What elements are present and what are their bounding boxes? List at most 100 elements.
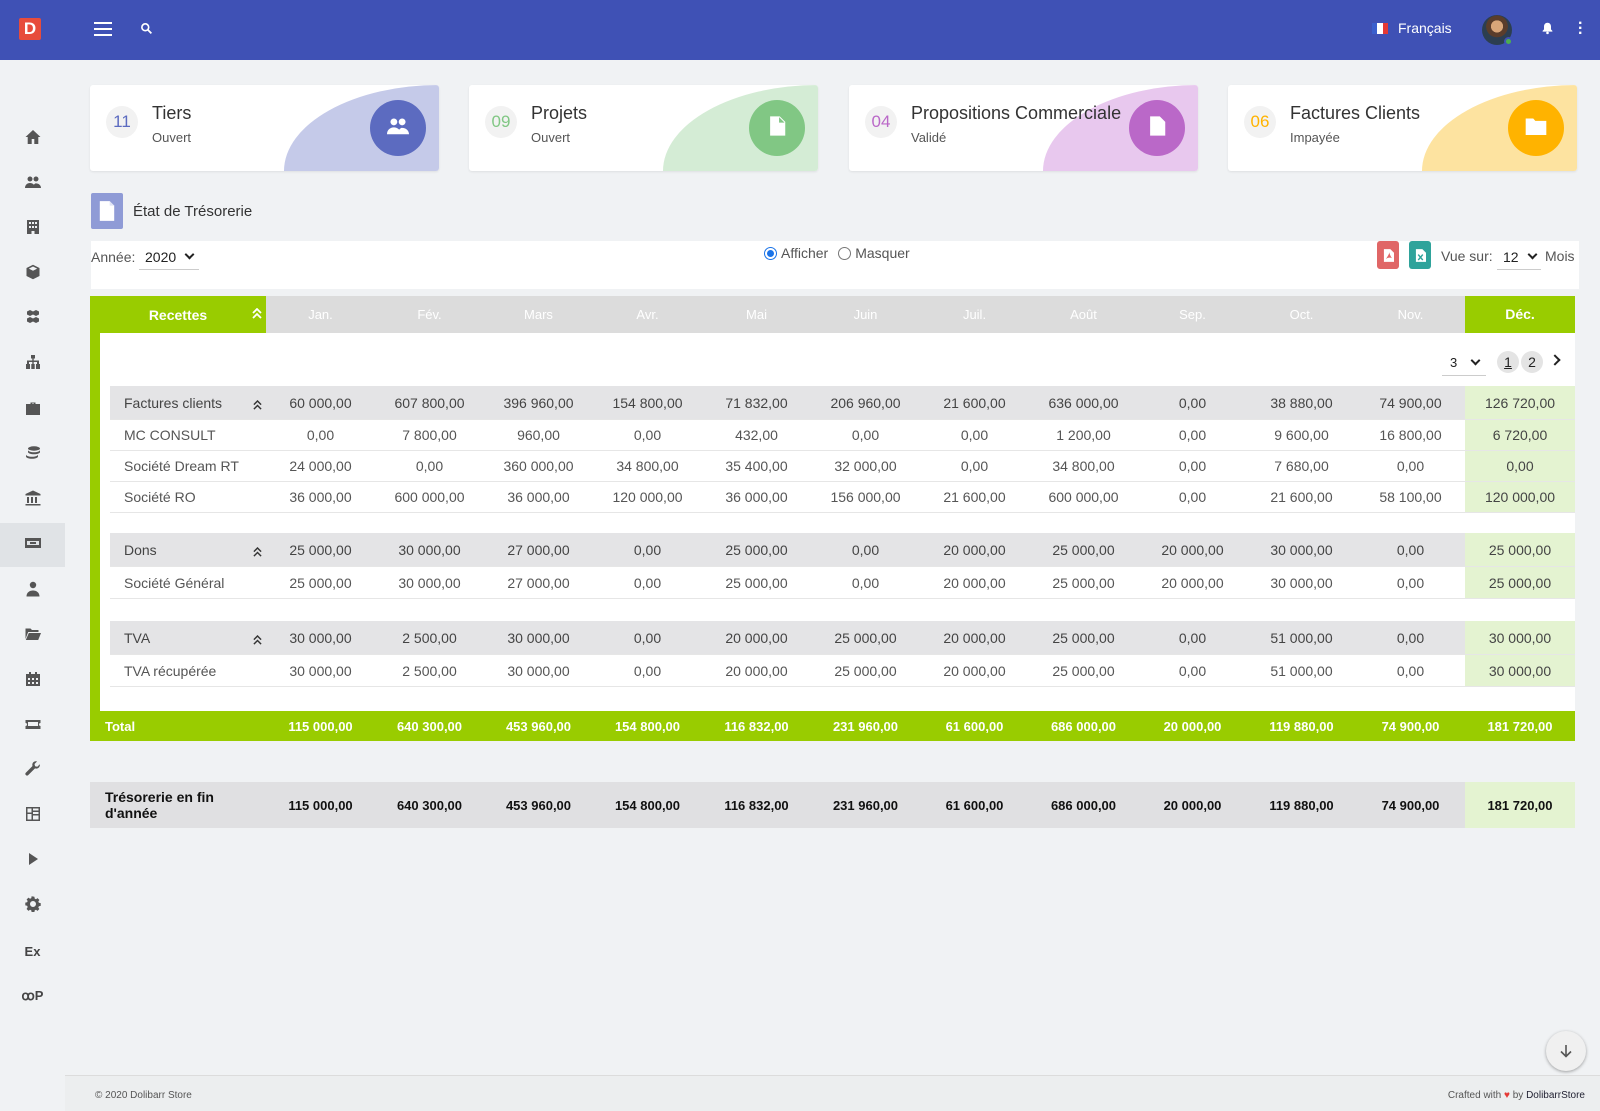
value-cell: 640 300,00 bbox=[396, 797, 463, 813]
sidebar-item-text-19[interactable]: ꝏP bbox=[0, 974, 65, 1018]
value-cell: 116 832,00 bbox=[724, 797, 789, 813]
value-cell: 0,00 bbox=[633, 574, 662, 591]
users-icon bbox=[24, 174, 41, 195]
value-cell: 20 000,00 bbox=[725, 662, 788, 679]
chevron-down-icon bbox=[1527, 249, 1538, 260]
month-header: Oct. bbox=[1289, 307, 1314, 322]
sidebar-item-sitemap[interactable] bbox=[0, 342, 65, 386]
sidebar-item-ticket[interactable] bbox=[0, 704, 65, 748]
sidebar: Ex ꝏP bbox=[0, 60, 65, 1111]
brand-link[interactable]: DolibarrStore bbox=[1526, 1090, 1585, 1101]
sidebar-item-text-18[interactable]: Ex bbox=[0, 929, 65, 973]
sidebar-item-cubes[interactable] bbox=[0, 297, 65, 341]
sidebar-item-box[interactable] bbox=[0, 252, 65, 296]
value-cell: 453 960,00 bbox=[505, 797, 572, 813]
value-cell: 2 500,00 bbox=[402, 662, 457, 679]
scroll-down-button[interactable] bbox=[1546, 1031, 1586, 1071]
value-cell: 20 000,00 bbox=[943, 629, 1006, 646]
year-value: 2020 bbox=[145, 249, 177, 265]
row-name: TVA bbox=[124, 629, 151, 646]
december-cell: 0,00 bbox=[1465, 451, 1575, 481]
stat-card-0[interactable]: 11 Tiers Ouvert bbox=[90, 85, 439, 171]
value-cell: 74 900,00 bbox=[1381, 797, 1440, 813]
value-cell: 7 800,00 bbox=[402, 427, 457, 443]
more-options-icon[interactable]: · · · bbox=[1578, 15, 1584, 42]
rows-per-page-select[interactable]: 3 bbox=[1442, 350, 1486, 376]
month-header: Juin bbox=[853, 307, 878, 322]
sidebar-item-folder-open[interactable] bbox=[0, 614, 65, 658]
view-months-select[interactable]: 12 bbox=[1497, 244, 1541, 270]
december-cell: 120 000,00 bbox=[1465, 482, 1575, 512]
value-cell: 360 000,00 bbox=[503, 458, 574, 474]
sidebar-item-users[interactable] bbox=[0, 162, 65, 206]
export-pdf-button[interactable] bbox=[1377, 241, 1399, 269]
sidebar-item-building[interactable] bbox=[0, 207, 65, 251]
value-cell: 432,00 bbox=[735, 427, 778, 443]
sidebar-item-wrench[interactable] bbox=[0, 749, 65, 793]
sidebar-item-money[interactable] bbox=[0, 523, 65, 567]
card-title: Propositions Commerciale bbox=[911, 103, 1122, 123]
recettes-header[interactable]: Recettes bbox=[90, 296, 266, 333]
arrow-down-icon bbox=[1560, 1045, 1572, 1058]
sidebar-item-label: Ex bbox=[24, 943, 41, 959]
value-cell: 20 000,00 bbox=[943, 662, 1006, 679]
collapse-all-icon[interactable] bbox=[252, 307, 262, 323]
stat-card-1[interactable]: 09 Projets Ouvert bbox=[469, 85, 818, 171]
value-cell: 74 900,00 bbox=[1379, 394, 1442, 411]
value-cell: 20 000,00 bbox=[1163, 718, 1222, 734]
app-logo[interactable]: D bbox=[19, 18, 41, 40]
december-cell: 181 720,00 bbox=[1465, 782, 1575, 828]
value-cell: 58 100,00 bbox=[1379, 489, 1442, 505]
month-header: Fév. bbox=[417, 307, 442, 322]
stat-card-3[interactable]: 06 Factures Clients Impayée bbox=[1228, 85, 1577, 171]
dashboard-icon bbox=[25, 806, 41, 827]
value-cell: 25 000,00 bbox=[289, 541, 352, 558]
value-cell: 453 960,00 bbox=[505, 718, 572, 734]
value-cell: 154 800,00 bbox=[612, 394, 683, 411]
group-row: Dons 25 000,00 30 000,00 27 000,00 0,00 25 00… bbox=[110, 533, 1575, 567]
page-2-button[interactable]: 2 bbox=[1521, 351, 1543, 373]
row-name: TVA récupérée bbox=[124, 662, 217, 679]
bell-icon[interactable] bbox=[1541, 21, 1554, 40]
collapse-group-icon[interactable] bbox=[253, 633, 262, 649]
collapse-group-icon[interactable] bbox=[253, 545, 262, 561]
collapse-group-icon[interactable] bbox=[253, 398, 262, 414]
december-cell: 126 720,00 bbox=[1465, 386, 1575, 419]
stat-card-2[interactable]: 04 Propositions Commerciale Validé bbox=[849, 85, 1198, 171]
value-cell: 30 000,00 bbox=[1270, 574, 1333, 591]
card-icon-circle bbox=[370, 100, 426, 156]
export-excel-button[interactable] bbox=[1409, 241, 1431, 269]
row-label: Dons bbox=[110, 542, 266, 558]
hamburger-menu-icon[interactable] bbox=[94, 22, 112, 36]
sidebar-item-user-tie[interactable] bbox=[0, 569, 65, 613]
sidebar-item-bank[interactable] bbox=[0, 478, 65, 522]
page-1-button[interactable]: 1 bbox=[1497, 351, 1519, 373]
value-cell: 60 000,00 bbox=[289, 394, 352, 411]
sitemap-icon bbox=[25, 354, 41, 375]
value-cell: 206 960,00 bbox=[830, 394, 901, 411]
card-status: Validé bbox=[911, 130, 947, 145]
sidebar-item-gear[interactable] bbox=[0, 884, 65, 928]
card-count: 09 bbox=[485, 106, 517, 138]
value-cell: 600 000,00 bbox=[394, 489, 465, 505]
sidebar-item-play[interactable] bbox=[0, 839, 65, 883]
value-cell: 20 000,00 bbox=[1163, 797, 1222, 813]
masquer-radio[interactable] bbox=[838, 246, 852, 260]
recettes-label: Recettes bbox=[148, 306, 208, 323]
sidebar-item-dashboard[interactable] bbox=[0, 794, 65, 838]
afficher-radio[interactable] bbox=[764, 246, 777, 260]
sidebar-item-home[interactable] bbox=[0, 117, 65, 161]
heart-icon: ♥ bbox=[1504, 1090, 1510, 1101]
search-icon[interactable] bbox=[140, 22, 156, 38]
sidebar-item-coins[interactable] bbox=[0, 433, 65, 477]
user-avatar[interactable] bbox=[1482, 15, 1513, 46]
value-cell: 119 880,00 bbox=[1269, 797, 1334, 813]
row-name: Dons bbox=[124, 541, 157, 558]
value-cell: 231 960,00 bbox=[832, 797, 899, 813]
sidebar-item-briefcase[interactable] bbox=[0, 388, 65, 432]
year-select[interactable]: 2020 bbox=[139, 244, 199, 270]
december-cell: 6 720,00 bbox=[1465, 420, 1575, 450]
sidebar-item-calendar[interactable] bbox=[0, 659, 65, 703]
language-selector[interactable]: Français bbox=[1372, 20, 1452, 36]
value-cell: 25 000,00 bbox=[1052, 541, 1115, 558]
